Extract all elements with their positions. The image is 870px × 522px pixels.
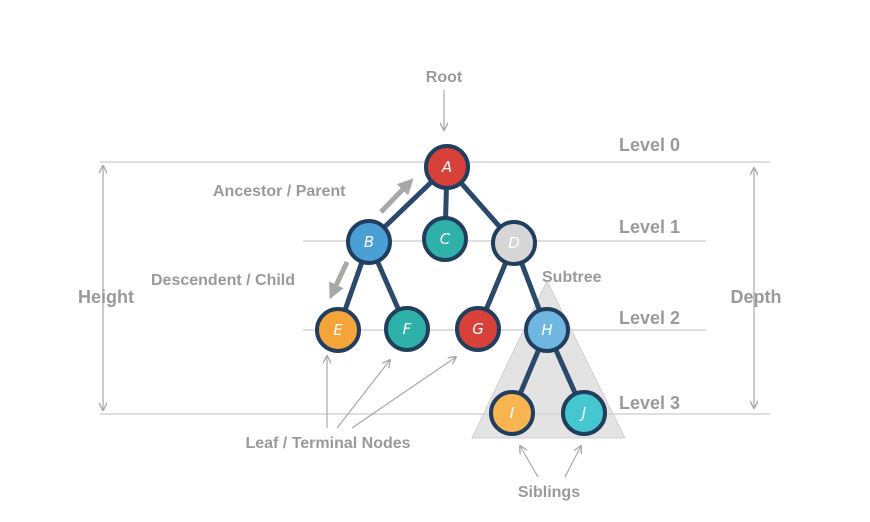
- root-label: Root: [426, 69, 463, 86]
- node-j-circle: [561, 390, 607, 436]
- node-g-label: G: [472, 320, 484, 338]
- node-g: G: [455, 306, 501, 352]
- node-g-circle: [455, 306, 501, 352]
- node-b-label: B: [364, 233, 374, 251]
- node-a-label: A: [441, 158, 452, 176]
- leaf-label: Leaf / Terminal Nodes: [245, 435, 410, 452]
- node-h-circle: [524, 307, 570, 353]
- node-h: H: [524, 307, 570, 353]
- node-b-circle: [346, 219, 392, 265]
- node-a-circle: [424, 144, 470, 190]
- node-e-circle: [315, 307, 361, 353]
- ancestor-label: Ancestor / Parent: [213, 183, 346, 200]
- node-d: D: [491, 220, 537, 266]
- leaf-arrow-f: [336, 360, 390, 429]
- node-a: A: [424, 144, 470, 190]
- height-label: Height: [78, 287, 134, 307]
- node-i: I: [489, 390, 535, 436]
- descendent-arrow: [329, 260, 350, 300]
- node-d-circle: [491, 220, 537, 266]
- node-f: F: [384, 306, 430, 352]
- node-e-label: E: [333, 321, 343, 339]
- node-f-label: F: [403, 320, 412, 338]
- node-h-label: H: [541, 321, 552, 339]
- subtree-label: Subtree: [542, 269, 602, 286]
- node-c-label: C: [440, 230, 451, 248]
- ancestor-arrow: [379, 178, 414, 214]
- node-c: C: [422, 216, 468, 262]
- depth-label: Depth: [731, 287, 782, 307]
- siblings-label: Siblings: [518, 484, 580, 501]
- node-f-circle: [384, 306, 430, 352]
- node-i-circle: [489, 390, 535, 436]
- level-3-label: Level 3: [619, 393, 680, 413]
- node-b: B: [346, 219, 392, 265]
- node-j-label: J: [579, 404, 586, 422]
- siblings-arrow-j: [564, 446, 581, 478]
- descendent-label: Descendent / Child: [151, 272, 295, 289]
- node-c-circle: [422, 216, 468, 262]
- level-2-label: Level 2: [619, 308, 680, 328]
- level-0-label: Level 0: [619, 135, 680, 155]
- node-d-label: D: [508, 234, 520, 252]
- siblings-arrow-i: [520, 446, 539, 478]
- node-i-label: I: [510, 404, 515, 422]
- node-e: E: [315, 307, 361, 353]
- leaf-arrow-g: [351, 357, 456, 429]
- node-j: J: [561, 390, 607, 436]
- level-1-label: Level 1: [619, 217, 680, 237]
